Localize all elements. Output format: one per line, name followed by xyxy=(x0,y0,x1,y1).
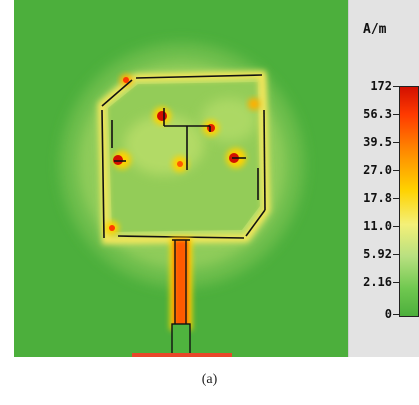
legend-tick-mark xyxy=(393,86,399,87)
legend-tick-mark xyxy=(393,254,399,255)
legend-tick-mark xyxy=(393,226,399,227)
legend-tick-label: 172 xyxy=(370,79,392,93)
legend-tick-label: 2.16 xyxy=(363,275,392,289)
legend-tick-label: 39.5 xyxy=(363,135,392,149)
figure-caption: (a) xyxy=(201,372,218,387)
legend-tick-label: 5.92 xyxy=(363,247,392,261)
legend-unit-label: A/m xyxy=(363,22,387,37)
legend-tick-label: 0 xyxy=(384,307,392,321)
legend-tick-mark xyxy=(393,114,399,115)
legend-tick-mark xyxy=(393,282,399,283)
surface-current-plot xyxy=(14,0,348,357)
legend-tick-mark xyxy=(393,170,399,171)
legend-tick-mark xyxy=(393,198,399,199)
feed-port xyxy=(171,323,191,357)
color-legend: A/m 172 56.3 39.5 27.0 17.8 11.0 5.92 2.… xyxy=(348,0,419,357)
legend-tick-label: 17.8 xyxy=(363,191,392,205)
legend-tick-mark xyxy=(393,314,399,315)
legend-tick-label: 27.0 xyxy=(363,163,392,177)
patch-outline xyxy=(101,74,266,239)
legend-tick-label: 11.0 xyxy=(363,219,392,233)
ground-plane xyxy=(132,353,232,357)
legend-color-bar xyxy=(399,86,419,317)
patch-slots xyxy=(114,108,246,170)
hot-spots xyxy=(105,74,260,235)
legend-tick-mark xyxy=(393,142,399,143)
legend-tick-label: 56.3 xyxy=(363,107,392,121)
feed-line-current xyxy=(174,240,188,330)
